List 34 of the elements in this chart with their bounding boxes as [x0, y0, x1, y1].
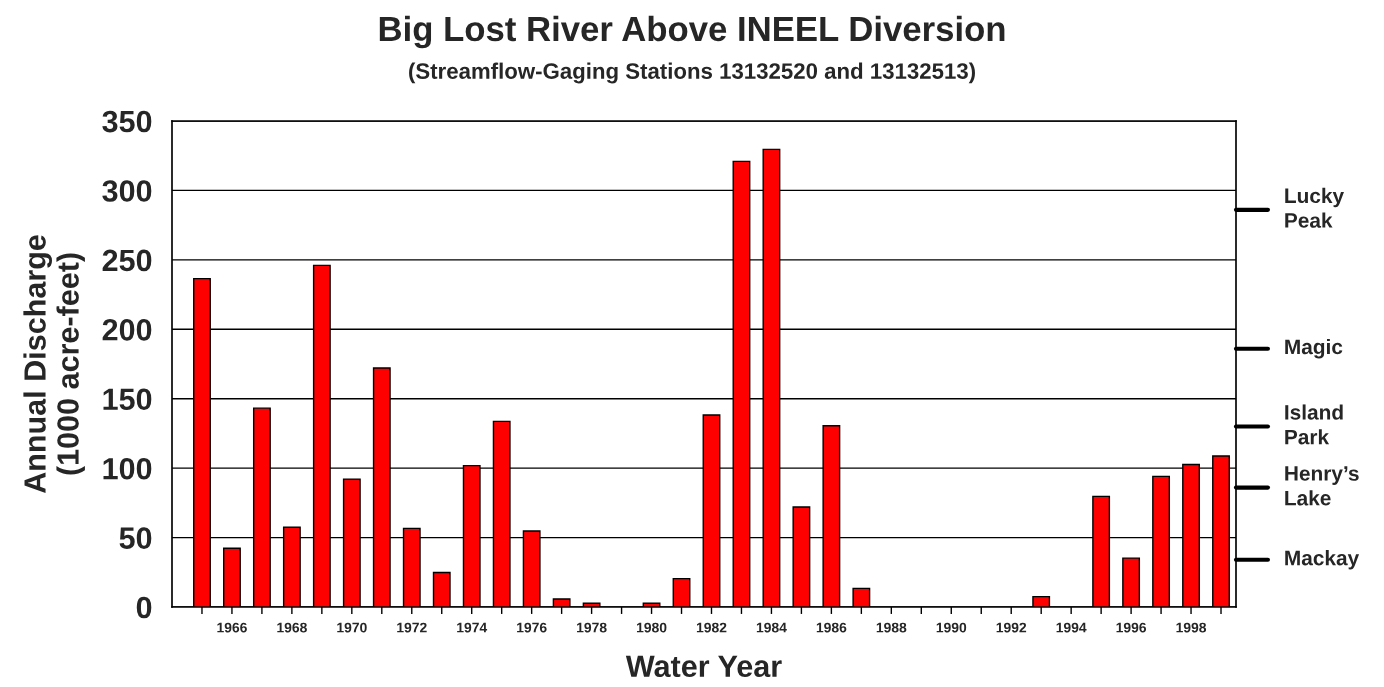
x-tick-label: 1978 — [577, 622, 607, 633]
x-tick-label: 1970 — [337, 622, 367, 633]
x-tick-label: 1968 — [277, 622, 307, 633]
y-tick-label: 50 — [119, 527, 152, 549]
x-tick-label: 1992 — [996, 622, 1027, 633]
x-tick-label: 1988 — [876, 622, 907, 633]
x-tick-label: 1982 — [696, 622, 727, 633]
y-axis-title: Annual Discharge (1000 acre-feet) — [23, 235, 85, 494]
x-tick-label: 1998 — [1176, 622, 1207, 633]
y-tick-label: 200 — [102, 319, 152, 341]
y-tick-label: 250 — [102, 249, 152, 272]
ref-line-label: Island Park — [1285, 404, 1343, 445]
y-tick-label: 150 — [103, 388, 152, 411]
x-tick-label: 1984 — [756, 622, 787, 633]
x-tick-label: 1966 — [217, 622, 247, 633]
y-tick-label: 100 — [103, 457, 152, 480]
ref-line-label: Lucky Peak — [1285, 187, 1344, 228]
ref-line-label: Henry’s Lake — [1285, 466, 1359, 506]
ref-line-label: Mackay — [1285, 550, 1360, 570]
x-tick-label: 1974 — [457, 622, 488, 633]
x-axis-title: Water Year — [625, 655, 782, 678]
x-tick-label: 1990 — [936, 622, 967, 633]
y-tick-label: 300 — [102, 180, 152, 202]
y-tick-label: 0 — [136, 596, 152, 619]
x-tick-label: 1972 — [397, 622, 427, 633]
x-tick-label: 1996 — [1116, 622, 1147, 633]
chart-title: Big Lost River Above INEEL Diversion — [379, 15, 1005, 49]
chart-subtitle: (Streamflow-Gaging Stations 13132520 and 13132513) — [409, 62, 975, 84]
x-tick-label: 1980 — [636, 622, 667, 633]
y-tick-label: 350 — [102, 110, 152, 133]
x-tick-label: 1986 — [816, 622, 847, 633]
x-tick-label: 1994 — [1056, 622, 1087, 633]
ref-line-label: Magic — [1285, 338, 1343, 359]
x-tick-label: 1976 — [517, 622, 547, 633]
